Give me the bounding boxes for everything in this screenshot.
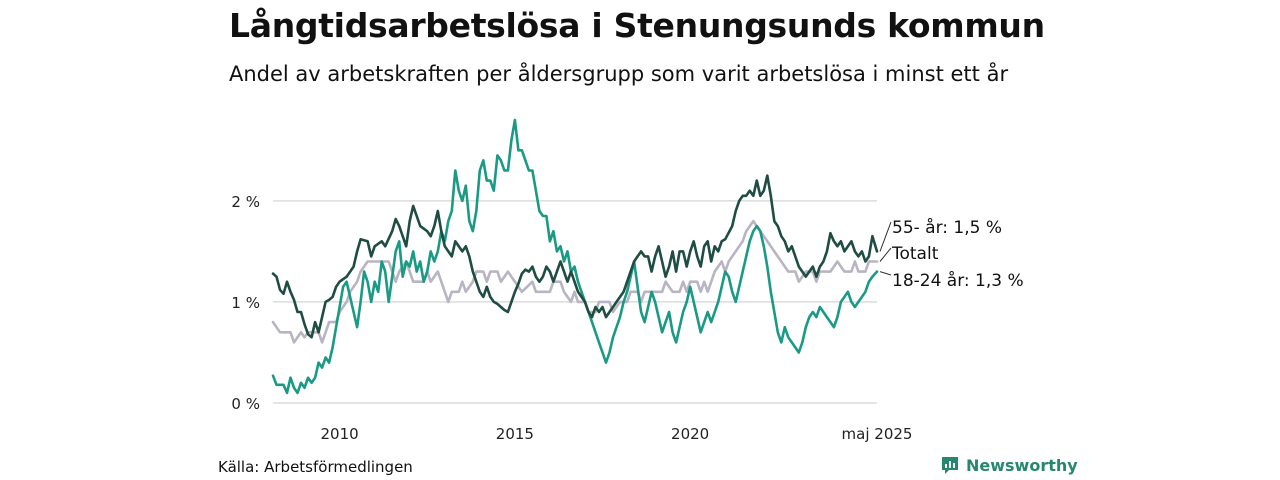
source-note: Källa: Arbetsförmedlingen <box>218 458 413 476</box>
x-axis-tick-labels: 2010 2015 2020 maj 2025 <box>321 425 913 443</box>
y-tick-label: 0 % <box>231 395 260 413</box>
x-tick-label: 2020 <box>671 425 709 443</box>
x-tick-label: 2010 <box>321 425 359 443</box>
brand-name: Newsworthy <box>966 455 1078 475</box>
series-line-0 <box>271 174 879 339</box>
y-tick-label: 1 % <box>231 294 260 312</box>
x-tick-label: 2015 <box>496 425 534 443</box>
brand-logo[interactable]: Newsworthy <box>940 455 1078 475</box>
series-line-2 <box>271 118 879 395</box>
y-axis-tick-labels: 0 % 1 % 2 % <box>231 193 260 413</box>
end-label-leader <box>879 247 892 262</box>
series-line-1 <box>271 219 879 344</box>
newsworthy-logo-icon <box>942 457 958 474</box>
end-label: Totalt <box>891 244 939 264</box>
chart-subtitle: Andel av arbetskraften per åldersgrupp s… <box>229 62 1009 86</box>
end-label: 55- år: 1,5 % <box>892 217 1002 238</box>
end-label: 18-24 år: 1,3 % <box>892 270 1024 291</box>
end-label-leader <box>879 221 892 252</box>
x-tick-label: maj 2025 <box>842 425 913 443</box>
end-labels: 55- år: 1,5 % Totalt 18-24 år: 1,3 % <box>879 217 1024 291</box>
y-tick-label: 2 % <box>231 193 260 211</box>
gridlines <box>273 200 877 404</box>
chart-title: Långtidsarbetslösa i Stenungsunds kommun <box>229 6 1045 45</box>
end-label-leader <box>879 271 892 276</box>
series-lines <box>271 118 879 395</box>
